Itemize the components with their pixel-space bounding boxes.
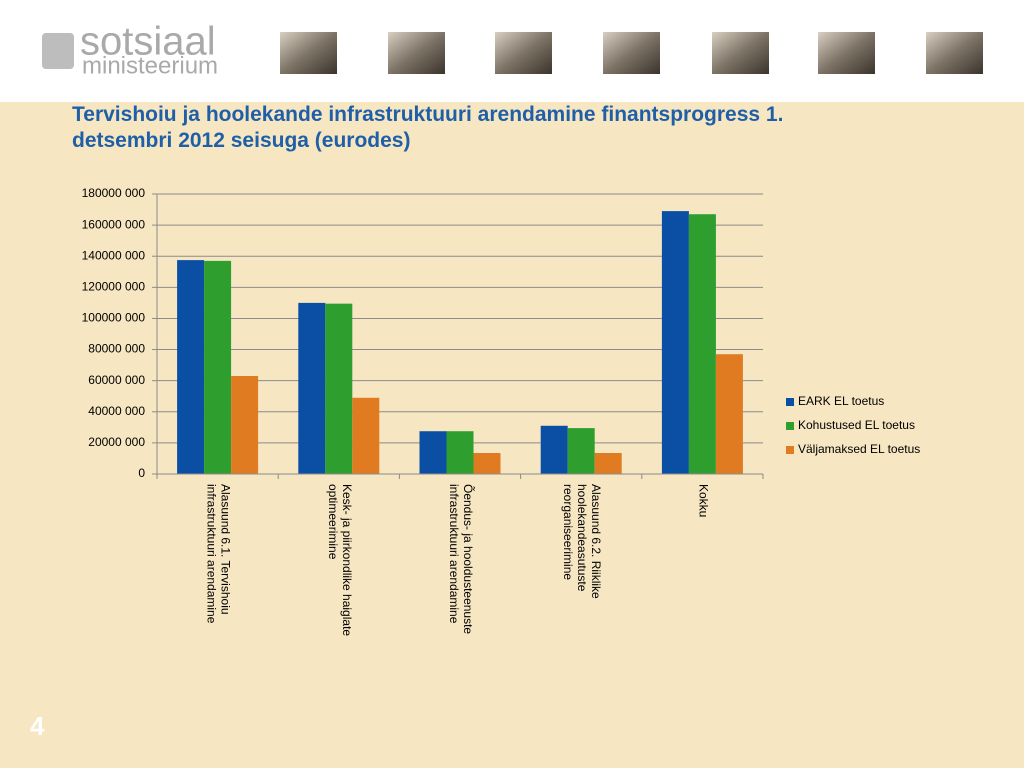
bar: [204, 260, 232, 474]
legend-swatch: [786, 422, 794, 430]
bar: [419, 431, 447, 474]
page-number: 4: [30, 711, 45, 741]
legend-label: Kohustused EL toetus: [798, 418, 915, 432]
x-tick-label: Alasuund 6.1. Tervishoiuinfrastruktuuri …: [204, 484, 232, 624]
photo-strip: [280, 32, 983, 74]
bar: [177, 260, 205, 474]
bar: [688, 214, 716, 474]
bar: [567, 428, 595, 474]
bar: [231, 376, 259, 474]
logo-text: sotsiaal: [80, 20, 216, 64]
x-tick-label: Alasuund 6.2. Riiklikehoolekandeasutuste…: [561, 484, 603, 599]
x-tick-label: Õendus- ja hooldusteenusteinfrastruktuur…: [447, 484, 476, 634]
y-tick-label: 140000 000: [82, 248, 146, 262]
y-tick-label: 60000 000: [88, 373, 145, 387]
bar: [661, 211, 689, 474]
y-tick-label: 180000 000: [82, 186, 146, 200]
y-tick-label: 100000 000: [82, 311, 146, 325]
y-tick-label: 160000 000: [82, 217, 146, 231]
bar: [594, 453, 622, 474]
photo: [280, 32, 337, 74]
bar: [473, 453, 501, 474]
logo-emblem: [42, 33, 74, 69]
y-tick-label: 120000 000: [82, 280, 146, 294]
photo: [495, 32, 552, 74]
logo-subtext: ministeerium: [82, 52, 218, 79]
bar: [715, 354, 743, 474]
legend-label: EARK EL toetus: [798, 394, 884, 408]
legend-label: Väljamaksed EL toetus: [798, 442, 920, 456]
photo: [926, 32, 983, 74]
x-tick-label: Kokku: [696, 484, 710, 517]
photo: [712, 32, 769, 74]
x-tick-label: Kesk- ja piirkondlike haiglateoptimeerim…: [326, 484, 354, 636]
legend-swatch: [786, 446, 794, 454]
y-tick-label: 20000 000: [88, 435, 145, 449]
bar: [352, 397, 380, 474]
photo: [388, 32, 445, 74]
bar: [325, 303, 353, 474]
chart-title: Tervishoiu ja hoolekande infrastruktuuri…: [72, 103, 783, 152]
y-tick-label: 80000 000: [88, 342, 145, 356]
legend-swatch: [786, 398, 794, 406]
photo: [603, 32, 660, 74]
y-tick-label: 40000 000: [88, 404, 145, 418]
bar: [298, 302, 326, 474]
photo: [818, 32, 875, 74]
bar: [446, 431, 474, 474]
bar: [540, 425, 568, 474]
y-tick-label: 0: [138, 466, 145, 480]
